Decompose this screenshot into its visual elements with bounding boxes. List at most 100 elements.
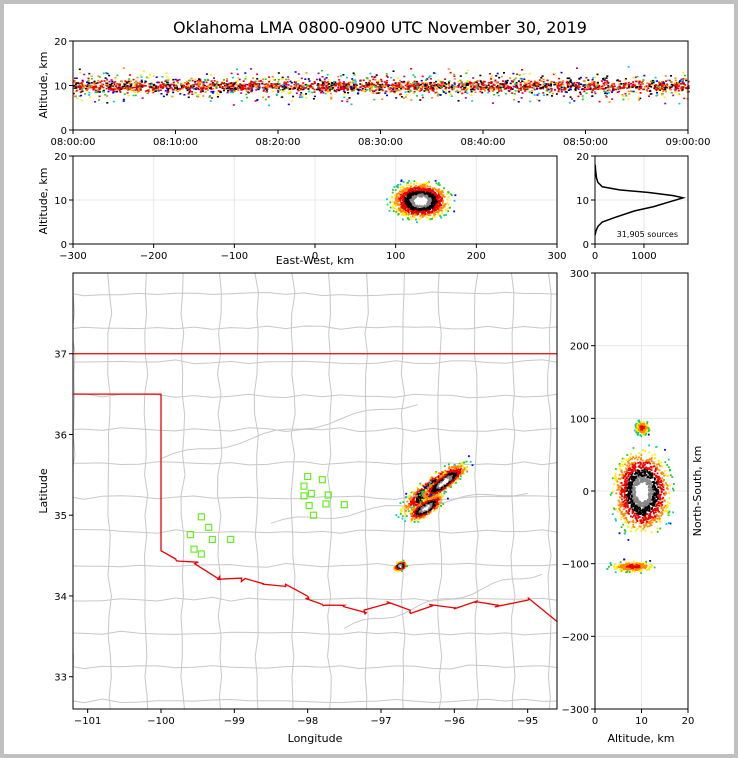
time-point	[91, 86, 94, 89]
time-point	[106, 102, 109, 104]
time-point	[674, 89, 677, 92]
eastwest-density-cell	[413, 201, 416, 204]
eastwest-density-cell	[408, 206, 411, 209]
eastwest-density-cell	[428, 189, 431, 192]
time-point	[545, 86, 548, 88]
time-point	[233, 90, 236, 93]
time-point	[668, 87, 671, 90]
time-point	[475, 86, 478, 88]
time-point	[388, 84, 391, 86]
time-point	[616, 87, 619, 89]
time-point	[183, 94, 186, 96]
time-point	[242, 80, 245, 82]
time-point	[487, 84, 490, 86]
time-point	[512, 72, 515, 75]
time-point	[197, 85, 200, 87]
time-point	[657, 89, 660, 92]
time-point	[459, 90, 462, 93]
time-point	[652, 81, 655, 84]
time-point	[225, 80, 228, 82]
time-point	[243, 84, 246, 87]
time-point	[276, 83, 279, 85]
time-point	[370, 85, 373, 87]
time-point	[589, 88, 592, 91]
time-point	[108, 88, 110, 90]
alt-tick-label: 10	[54, 196, 67, 207]
time-point	[400, 88, 403, 91]
time-point	[251, 84, 254, 86]
lightning-source-cell	[468, 455, 470, 458]
time-point	[287, 84, 290, 86]
time-point	[687, 90, 690, 93]
time-point	[271, 83, 274, 86]
eastwest-density-cell	[412, 191, 414, 194]
eastwest-density-cell	[422, 214, 425, 216]
lightning-source-cell	[413, 498, 415, 501]
lightning-source-cell	[406, 500, 409, 503]
eastwest-density-cell	[430, 195, 433, 198]
time-point	[137, 88, 140, 90]
time-point	[375, 92, 378, 94]
time-point	[635, 86, 637, 89]
eastwest-density-cell	[436, 200, 439, 203]
time-point	[309, 84, 312, 86]
time-point	[252, 77, 255, 79]
lightning-source-cell	[419, 496, 422, 499]
eastwest-density-cell	[399, 208, 402, 211]
lightning-source-cell	[416, 486, 419, 489]
time-point	[655, 84, 658, 86]
time-point	[625, 95, 628, 97]
eastwest-density-cell	[403, 204, 406, 206]
time-point	[124, 82, 127, 85]
time-point	[618, 85, 621, 87]
eastwest-density-cell	[420, 216, 422, 219]
time-point	[526, 85, 529, 88]
time-point	[88, 82, 91, 84]
time-point	[221, 82, 224, 84]
time-point	[217, 84, 220, 86]
lightning-source-cell	[410, 501, 412, 503]
time-point	[435, 91, 438, 93]
time-point	[274, 86, 277, 88]
eastwest-density-cell	[425, 196, 427, 199]
time-point	[364, 88, 367, 91]
time-point	[431, 97, 434, 99]
time-point	[275, 93, 278, 96]
time-point	[560, 85, 563, 88]
time-point	[452, 85, 455, 88]
eastwest-density-cell	[400, 190, 403, 193]
time-point	[650, 80, 652, 83]
time-point	[596, 86, 599, 88]
time-point	[198, 86, 201, 89]
eastwest-density-cell	[404, 210, 406, 213]
time-point	[307, 78, 310, 80]
time-point	[409, 90, 411, 93]
time-tick-label: 08:10:00	[153, 137, 198, 148]
time-point	[524, 88, 527, 91]
time-point	[635, 91, 638, 94]
time-point	[238, 78, 241, 81]
eastwest-density-cell	[393, 186, 396, 188]
time-point	[578, 83, 580, 86]
lightning-source-cell	[438, 493, 441, 495]
time-point	[163, 84, 166, 87]
time-point	[164, 80, 167, 82]
time-point	[536, 81, 538, 84]
time-point	[144, 80, 147, 83]
time-point	[213, 84, 216, 87]
eastwest-density-cell	[451, 194, 453, 197]
time-point	[587, 79, 590, 81]
time-point	[176, 90, 179, 92]
eastwest-density-cell	[410, 182, 412, 185]
time-point	[258, 84, 261, 86]
time-point	[501, 83, 504, 85]
time-point	[357, 92, 360, 95]
time-point	[526, 79, 529, 82]
time-point	[127, 80, 130, 83]
eastwest-density-cell	[427, 198, 430, 201]
lightning-source-cell	[418, 502, 421, 504]
eastwest-density-cell	[443, 187, 445, 190]
time-point	[653, 86, 656, 88]
time-point	[468, 81, 471, 84]
time-point	[126, 92, 129, 94]
